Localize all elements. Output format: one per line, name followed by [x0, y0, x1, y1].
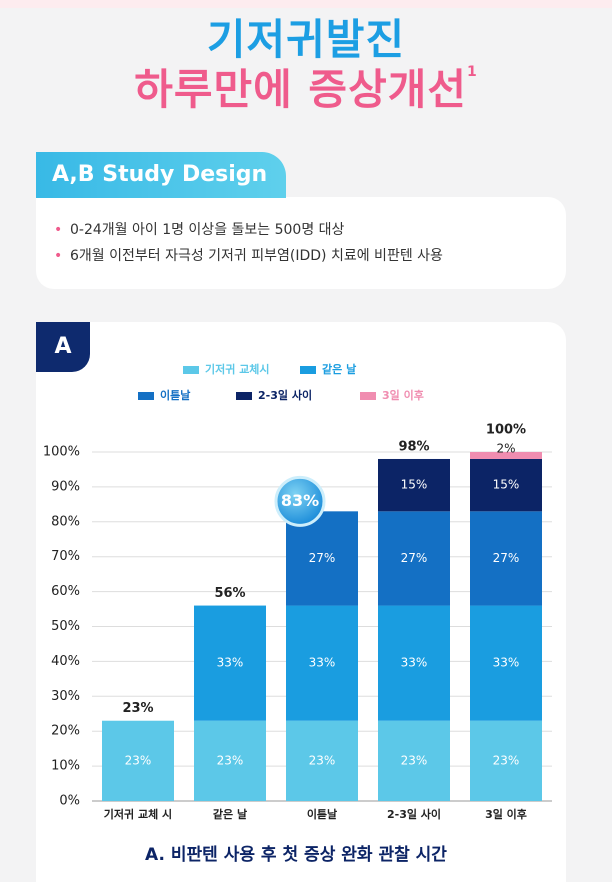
value-label: 33%	[309, 656, 336, 670]
legend-swatch	[183, 366, 199, 374]
y-tick-label: 30%	[51, 689, 80, 704]
legend-label: 이튿날	[160, 388, 190, 402]
y-tick-label: 70%	[51, 549, 80, 564]
title-line1: 기저귀발진	[206, 15, 406, 64]
x-tick-label: 기저귀 교체 시	[104, 807, 172, 821]
total-label: 56%	[214, 586, 245, 601]
value-label: 27%	[401, 551, 428, 565]
bar-segment	[102, 720, 174, 801]
title-line2: 하루만에 증상개선1	[0, 56, 612, 117]
y-tick-label: 10%	[51, 759, 80, 774]
value-label: 23%	[309, 753, 336, 767]
legend-swatch	[138, 392, 154, 400]
legend-label: 기저귀 교체시	[205, 362, 270, 376]
y-tick-label: 50%	[51, 619, 80, 634]
y-tick-label: 80%	[51, 514, 80, 529]
value-label: 23%	[493, 753, 520, 767]
legend-label: 3일 이후	[382, 388, 424, 402]
y-tick-label: 100%	[43, 445, 80, 460]
value-label: 27%	[493, 551, 520, 565]
bar-segment	[378, 511, 450, 606]
value-label: 33%	[493, 656, 520, 670]
total-label: 23%	[122, 701, 153, 716]
total-highlight	[274, 475, 326, 527]
bar-segment	[470, 452, 542, 459]
bar-segment	[378, 720, 450, 801]
y-tick-label: 0%	[59, 794, 80, 809]
value-label: 15%	[401, 478, 428, 492]
bar-segment	[194, 605, 266, 721]
bar-segment	[286, 720, 358, 801]
value-label: 27%	[309, 551, 336, 565]
bar-segment	[378, 458, 450, 512]
x-tick-label: 2-3일 사이	[387, 807, 441, 821]
y-tick-label: 40%	[51, 654, 80, 669]
total-label: 98%	[398, 439, 429, 454]
bar-segment	[286, 605, 358, 721]
value-label: 23%	[217, 753, 244, 767]
value-label: 23%	[125, 753, 152, 767]
x-tick-label: 이튿날	[307, 807, 337, 821]
total-label: 100%	[486, 423, 526, 438]
top-strip	[0, 0, 612, 8]
bar-segment	[470, 458, 542, 512]
study-heading: A,B Study Design	[36, 152, 286, 198]
value-label: 2%	[496, 442, 515, 456]
study-card: 0-24개월 아이 1명 이상을 돌보는 500명 대상 6개월 이전부터 자극…	[36, 197, 566, 289]
bar-segment	[470, 511, 542, 606]
legend-swatch	[360, 392, 376, 400]
x-tick-label: 3일 이후	[485, 807, 527, 821]
bar-segment	[286, 511, 358, 606]
x-tick-label: 같은 날	[213, 807, 247, 821]
bullet-list: 0-24개월 아이 1명 이상을 돌보는 500명 대상 6개월 이전부터 자극…	[36, 197, 566, 269]
legend-swatch	[300, 366, 316, 374]
legend-swatch	[236, 392, 252, 400]
panel-label: A	[36, 322, 90, 372]
value-label: 33%	[217, 656, 244, 670]
value-label: 23%	[401, 753, 428, 767]
chart-title: A. 비판텐 사용 후 첫 증상 완화 관찰 시간	[145, 844, 447, 865]
y-tick-label: 20%	[51, 724, 80, 739]
title-note: 1	[467, 64, 478, 80]
bar-segment	[470, 720, 542, 801]
value-label: 15%	[493, 478, 520, 492]
bullet: 6개월 이전부터 자극성 기저귀 피부염(IDD) 치료에 비판텐 사용	[54, 243, 566, 269]
bar-segment	[194, 720, 266, 801]
legend-label: 2-3일 사이	[258, 388, 312, 402]
value-label: 33%	[401, 656, 428, 670]
y-tick-label: 60%	[51, 584, 80, 599]
y-tick-label: 90%	[51, 479, 80, 494]
bar-segment	[378, 605, 450, 721]
total-label: 83%	[281, 491, 319, 510]
title-text: 하루만에 증상개선	[134, 65, 467, 114]
legend-label: 같은 날	[322, 362, 356, 376]
bar-segment	[470, 605, 542, 721]
bullet: 0-24개월 아이 1명 이상을 돌보는 500명 대상	[54, 217, 566, 243]
